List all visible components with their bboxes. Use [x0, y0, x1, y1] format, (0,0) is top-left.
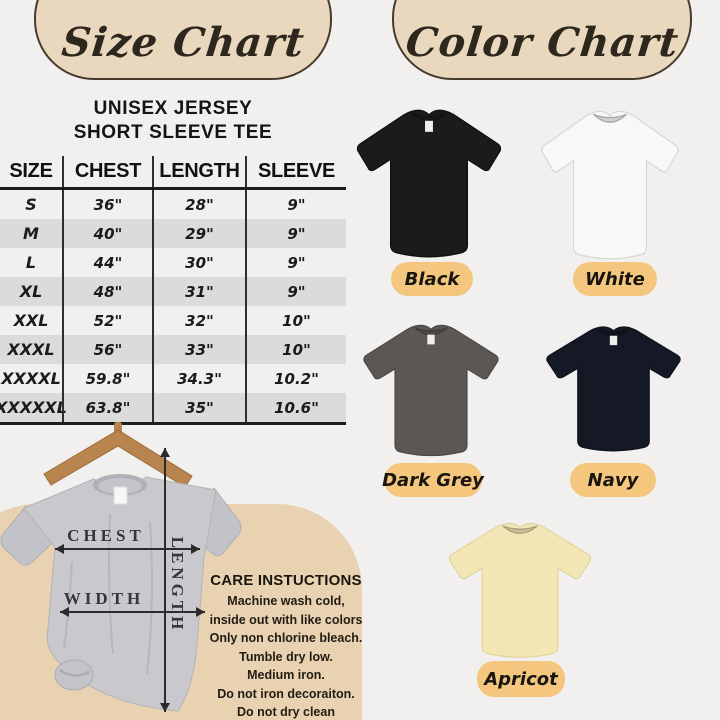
- size-table: SIZE CHEST LENGTH SLEEVE S 36" 28" 9" M …: [0, 156, 346, 425]
- cell-size: M: [23, 224, 39, 243]
- table-row: XXL 52" 32" 10": [0, 306, 346, 335]
- column-header-size: SIZE: [9, 160, 53, 182]
- care-line: Machine wash cold,: [227, 594, 345, 608]
- column-header-chest: CHEST: [62, 156, 152, 187]
- cell-chest: 52": [62, 306, 152, 335]
- table-body: S 36" 28" 9" M 40" 29" 9" L 44" 30" 9" X…: [0, 190, 346, 422]
- neck-tag: [609, 335, 618, 346]
- table-row: L 44" 30" 9": [0, 248, 346, 277]
- cell-sleeve: 10.2": [245, 364, 346, 393]
- cell-sleeve: 9": [245, 248, 346, 277]
- size-chart-title: Size Chart: [59, 19, 307, 66]
- care-line: Medium iron.: [247, 668, 325, 682]
- tee-swatch-black: [349, 101, 509, 264]
- care-line: Tumble dry low.: [239, 649, 333, 664]
- collar: [411, 112, 447, 122]
- tee-swatch-apricot: [441, 515, 599, 664]
- measurement-arrows: [55, 448, 205, 712]
- product-title-line1: UNISEX JERSEY: [93, 98, 253, 119]
- column-header-sleeve: SLEEVE: [245, 156, 346, 187]
- care-instructions: CARE INSTUCTIONS Machine wash cold, insi…: [204, 572, 368, 720]
- table-row: M 40" 29" 9": [0, 219, 346, 248]
- tee-swatch-white: [534, 102, 686, 266]
- cell-sleeve: 10.6": [245, 393, 346, 422]
- tee-swatch-dark-grey: [356, 317, 506, 462]
- neck-tag: [113, 486, 128, 505]
- cell-chest: 63.8": [62, 393, 152, 422]
- color-chart-title: Color Chart: [403, 19, 681, 66]
- cell-size: XXL: [13, 311, 49, 330]
- cell-length: 29": [152, 219, 245, 248]
- care-line: Do not dry clean: [237, 705, 335, 719]
- table-row: XXXXL 59.8" 34.3" 10.2": [0, 364, 346, 393]
- color-label-black: Black: [391, 262, 473, 296]
- hanger-icon: [43, 422, 193, 488]
- tee-swatch-navy: [539, 319, 688, 457]
- collar: [502, 525, 538, 535]
- collar: [592, 113, 628, 123]
- collar: [414, 327, 448, 336]
- cell-chest: 59.8": [62, 364, 152, 393]
- care-line: inside out with like colors: [209, 612, 363, 627]
- measurement-diagram: CHEST WIDTH LENGTH: [0, 422, 242, 712]
- product-title: UNISEX JERSEY SHORT SLEEVE TEE: [0, 97, 346, 145]
- cell-length: 32": [152, 306, 245, 335]
- color-label-apricot: Apricot: [477, 661, 565, 697]
- knot: [54, 659, 94, 691]
- table-row: S 36" 28" 9": [0, 190, 346, 219]
- product-title-line2: SHORT SLEEVE TEE: [73, 121, 273, 143]
- chest-label: CHEST: [67, 526, 145, 545]
- cell-chest: 56": [62, 335, 152, 364]
- cell-length: 30": [152, 248, 245, 277]
- table-row: XXXL 56" 33" 10": [0, 335, 346, 364]
- cell-sleeve: 9": [245, 277, 346, 306]
- cell-size: XXXXL: [1, 369, 61, 388]
- table-header-row: SIZE CHEST LENGTH SLEEVE: [0, 156, 346, 190]
- color-label-navy: Navy: [570, 463, 656, 497]
- neck-tag: [426, 334, 436, 345]
- cell-length: 35": [152, 393, 245, 422]
- cell-length: 31": [152, 277, 245, 306]
- cell-length: 34.3": [152, 364, 245, 393]
- cell-chest: 44": [62, 248, 152, 277]
- cell-sleeve: 10": [245, 306, 346, 335]
- cell-sleeve: 9": [245, 219, 346, 248]
- cell-chest: 48": [62, 277, 152, 306]
- neck-tag: [424, 120, 434, 133]
- cell-length: 33": [152, 335, 245, 364]
- care-line: Only non chlorine bleach.: [209, 631, 363, 645]
- cell-sleeve: 9": [245, 190, 346, 219]
- table-row: XXXXXL 63.8" 35" 10.6": [0, 393, 346, 422]
- cell-chest: 40": [62, 219, 152, 248]
- size-chart-pill: Size Chart: [34, 0, 332, 80]
- cell-sleeve: 10": [245, 335, 346, 364]
- width-label: WIDTH: [64, 589, 144, 608]
- collar: [596, 328, 631, 337]
- cell-length: 28": [152, 190, 245, 219]
- cell-size: XL: [19, 282, 43, 301]
- color-label-white: White: [573, 262, 657, 296]
- column-header-length: LENGTH: [152, 156, 245, 187]
- cell-chest: 36": [62, 190, 152, 219]
- arrowheads: [55, 448, 205, 712]
- color-label-dark-grey: Dark Grey: [382, 463, 484, 497]
- care-title: CARE INSTUCTIONS: [210, 572, 362, 589]
- cell-size: XXXL: [7, 340, 55, 359]
- cell-size: XXXXXL: [0, 398, 67, 417]
- care-line: Do not iron decoraiton.: [217, 686, 355, 701]
- cell-size: S: [25, 195, 37, 214]
- table-row: XL 48" 31" 9": [0, 277, 346, 306]
- color-chart-pill: Color Chart: [392, 0, 692, 80]
- cell-size: L: [25, 253, 37, 272]
- length-label: LENGTH: [168, 537, 187, 634]
